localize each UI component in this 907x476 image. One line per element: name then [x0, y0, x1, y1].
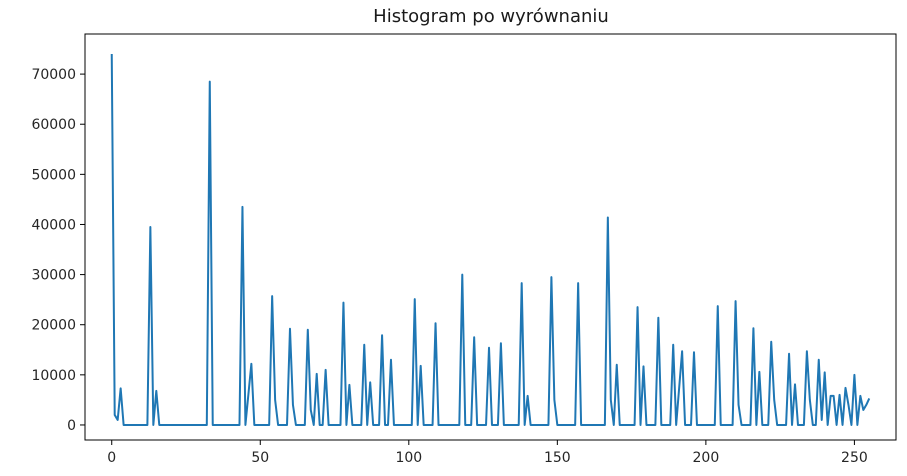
- y-tick-label: 0: [67, 418, 76, 434]
- x-tick-label: 250: [841, 450, 868, 466]
- x-tick-label: 50: [251, 450, 269, 466]
- x-tick-label: 100: [395, 450, 422, 466]
- y-tick-label: 30000: [31, 268, 76, 284]
- y-tick-label: 10000: [31, 368, 76, 384]
- axes-frame: [84, 33, 897, 441]
- x-tick-label: 150: [544, 450, 571, 466]
- x-tick-label: 200: [693, 450, 720, 466]
- chart-title: Histogram po wyrównaniu: [373, 6, 609, 27]
- y-tick-label: 40000: [31, 217, 76, 233]
- x-tick-label: 0: [107, 450, 116, 466]
- y-tick-label: 50000: [31, 167, 76, 183]
- series-line: [110, 54, 871, 426]
- y-tick-label: 70000: [31, 67, 76, 83]
- y-tick-label: 60000: [31, 117, 76, 133]
- plot-area: 0 50 100 150 200 250 0 10000 20000 30000 40000 5000…: [31, 33, 897, 466]
- y-tick-label: 20000: [31, 318, 76, 334]
